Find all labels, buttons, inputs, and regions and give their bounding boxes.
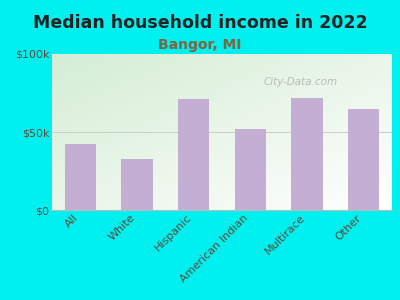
Bar bbox=[235, 129, 266, 210]
Bar bbox=[348, 109, 379, 210]
Text: Bangor, MI: Bangor, MI bbox=[158, 38, 242, 52]
Text: City-Data.com: City-Data.com bbox=[263, 77, 337, 87]
Bar bbox=[65, 145, 96, 210]
Bar bbox=[178, 99, 209, 210]
Bar bbox=[122, 158, 152, 210]
Bar bbox=[292, 98, 322, 210]
Text: Median household income in 2022: Median household income in 2022 bbox=[33, 14, 367, 32]
